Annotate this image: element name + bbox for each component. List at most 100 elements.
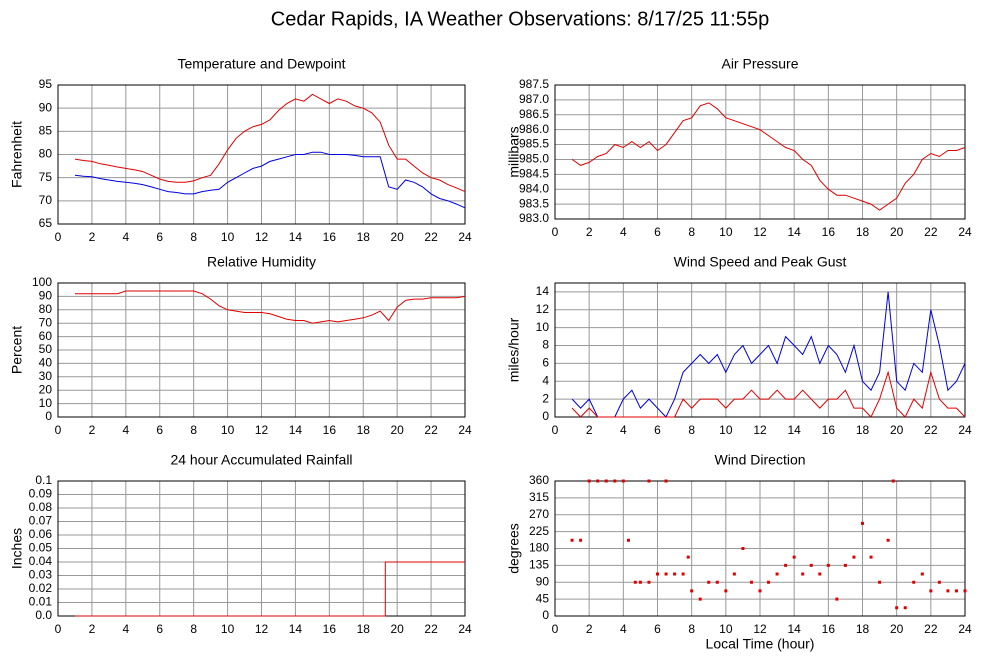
y-tick-label: 986.5: [519, 107, 549, 121]
data-point: [638, 580, 642, 584]
data-point: [767, 580, 771, 584]
x-tick-label: 2: [586, 622, 593, 636]
x-tick-label: 22: [924, 225, 938, 239]
y-tick-label: 0.01: [29, 595, 53, 609]
y-tick-label: 984.5: [519, 167, 549, 181]
data-point: [613, 479, 617, 483]
y-tick-label: 90: [39, 289, 53, 303]
chart-title: Temperature and Dewpoint: [177, 56, 345, 72]
data-point: [758, 589, 762, 593]
data-line: [571, 102, 966, 211]
x-tick-label: 0: [55, 423, 62, 437]
y-tick-label: 270: [529, 507, 549, 521]
y-tick-label: 80: [39, 302, 53, 316]
data-point: [784, 563, 788, 567]
y-tick-label: 0.0: [35, 608, 52, 622]
y-tick-label: 50: [39, 342, 53, 356]
x-tick-label: 4: [620, 423, 627, 437]
data-point: [843, 563, 847, 567]
chart-title: Air Pressure: [721, 56, 798, 72]
data-point: [604, 479, 608, 483]
x-tick-label: 10: [719, 423, 733, 437]
chart-title: Relative Humidity: [207, 254, 316, 270]
x-tick-label: 6: [654, 622, 661, 636]
y-axis-label: Percent: [9, 326, 25, 374]
x-tick-label: 8: [190, 423, 197, 437]
plot-frame: [554, 84, 966, 220]
data-point: [912, 580, 916, 584]
y-tick-label: 0.06: [29, 527, 53, 541]
x-tick-label: 6: [156, 622, 163, 636]
x-tick-label: 14: [787, 225, 801, 239]
x-tick-label: 0: [552, 225, 559, 239]
x-tick-label: 4: [122, 423, 129, 437]
x-tick-label: 12: [255, 622, 269, 636]
x-tick-label: 20: [890, 423, 904, 437]
y-axis-label: millibars: [506, 126, 522, 177]
y-tick-label: 80: [39, 147, 53, 161]
y-tick-label: 987.5: [519, 77, 549, 91]
x-tick-label: 18: [357, 230, 371, 244]
data-point: [895, 606, 899, 610]
y-tick-label: 95: [39, 77, 53, 91]
y-tick-label: 987.0: [519, 92, 549, 106]
data-point: [954, 589, 958, 593]
data-point: [818, 572, 822, 576]
plot-frame: [554, 480, 966, 617]
x-tick-label: 10: [719, 622, 733, 636]
y-tick-label: 983.0: [519, 211, 549, 225]
y-tick-label: 85: [39, 124, 53, 138]
data-point: [621, 479, 625, 483]
data-line: [74, 93, 466, 193]
y-tick-label: 75: [39, 170, 53, 184]
data-point: [891, 479, 895, 483]
x-tick-label: 16: [822, 225, 836, 239]
y-tick-label: 45: [536, 591, 550, 605]
data-point: [878, 580, 882, 584]
y-axis-label: miles/hour: [506, 317, 522, 382]
y-tick-label: 70: [39, 315, 53, 329]
x-tick-label: 10: [221, 423, 235, 437]
data-line: [75, 290, 466, 324]
y-tick-label: 40: [39, 356, 53, 370]
data-point: [647, 580, 651, 584]
y-tick-label: 0.09: [29, 487, 53, 501]
x-tick-label: 12: [753, 423, 767, 437]
chart-title: Wind Direction: [714, 452, 805, 468]
y-tick-label: 2: [542, 391, 549, 405]
x-tick-label: 6: [654, 423, 661, 437]
y-tick-label: 20: [39, 382, 53, 396]
data-point: [647, 479, 651, 483]
data-point: [686, 555, 690, 559]
data-point: [673, 572, 677, 576]
x-tick-label: 24: [458, 423, 472, 437]
data-line: [74, 151, 466, 209]
x-tick-label: 24: [458, 230, 472, 244]
data-point: [749, 580, 753, 584]
x-tick-label: 16: [822, 423, 836, 437]
y-tick-label: 0: [45, 409, 52, 423]
y-tick-label: 8: [542, 338, 549, 352]
x-tick-label: 20: [890, 622, 904, 636]
x-tick-label: 8: [190, 622, 197, 636]
y-axis-label: Fahrenheit: [9, 121, 25, 188]
data-point: [886, 538, 890, 542]
x-tick-label: 12: [255, 230, 269, 244]
y-tick-label: 90: [39, 100, 53, 114]
data-point: [698, 597, 702, 601]
y-tick-label: 4: [542, 373, 549, 387]
data-point: [963, 589, 967, 593]
x-axis-label: Local Time (hour): [706, 636, 815, 652]
x-tick-label: 4: [122, 230, 129, 244]
x-tick-label: 24: [458, 622, 472, 636]
y-tick-label: 360: [529, 473, 549, 487]
x-tick-label: 16: [323, 423, 337, 437]
x-tick-label: 22: [924, 622, 938, 636]
data-point: [937, 580, 941, 584]
x-tick-label: 18: [856, 423, 870, 437]
y-tick-label: 10: [536, 320, 550, 334]
data-point: [775, 572, 779, 576]
x-tick-label: 2: [586, 423, 593, 437]
y-tick-label: 986.0: [519, 122, 549, 136]
x-tick-label: 24: [958, 225, 972, 239]
